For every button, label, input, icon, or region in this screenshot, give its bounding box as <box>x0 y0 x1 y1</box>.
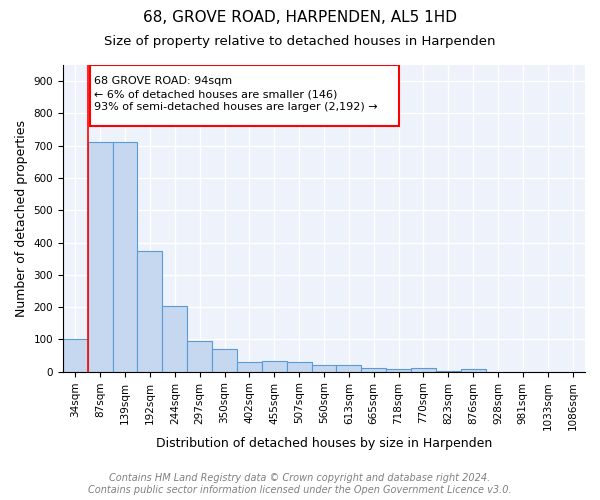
FancyBboxPatch shape <box>90 65 398 126</box>
Bar <box>163 306 187 372</box>
Bar <box>88 142 113 372</box>
Bar <box>386 369 411 372</box>
Bar <box>287 362 311 372</box>
Bar <box>212 349 237 372</box>
Bar <box>137 250 163 372</box>
Bar <box>361 368 386 372</box>
Bar <box>411 368 436 372</box>
Text: 68, GROVE ROAD, HARPENDEN, AL5 1HD: 68, GROVE ROAD, HARPENDEN, AL5 1HD <box>143 10 457 25</box>
Bar <box>187 341 212 372</box>
Text: 68 GROVE ROAD: 94sqm
← 6% of detached houses are smaller (146)
93% of semi-detac: 68 GROVE ROAD: 94sqm ← 6% of detached ho… <box>94 76 377 112</box>
Bar <box>262 361 287 372</box>
Bar <box>237 362 262 372</box>
Bar <box>436 371 461 372</box>
Y-axis label: Number of detached properties: Number of detached properties <box>15 120 28 317</box>
Bar <box>461 370 485 372</box>
Text: Contains HM Land Registry data © Crown copyright and database right 2024.
Contai: Contains HM Land Registry data © Crown c… <box>88 474 512 495</box>
Bar <box>63 340 88 372</box>
X-axis label: Distribution of detached houses by size in Harpenden: Distribution of detached houses by size … <box>156 437 492 450</box>
Bar <box>113 142 137 372</box>
Bar <box>311 364 337 372</box>
Bar <box>337 364 361 372</box>
Text: Size of property relative to detached houses in Harpenden: Size of property relative to detached ho… <box>104 35 496 48</box>
